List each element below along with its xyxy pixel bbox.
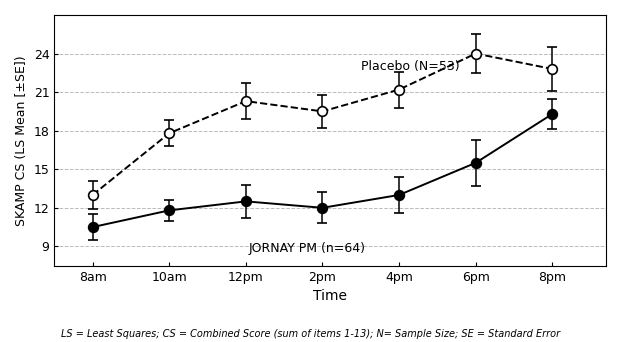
- Y-axis label: SKAMP CS (LS Mean [±SE]): SKAMP CS (LS Mean [±SE]): [15, 55, 28, 226]
- Text: JORNAY PM (n=64): JORNAY PM (n=64): [248, 242, 366, 255]
- X-axis label: Time: Time: [313, 289, 347, 303]
- Text: Placebo (N=53): Placebo (N=53): [361, 60, 460, 73]
- Text: LS = Least Squares; CS = Combined Score (sum of items 1-13); N= Sample Size; SE : LS = Least Squares; CS = Combined Score …: [61, 329, 560, 339]
